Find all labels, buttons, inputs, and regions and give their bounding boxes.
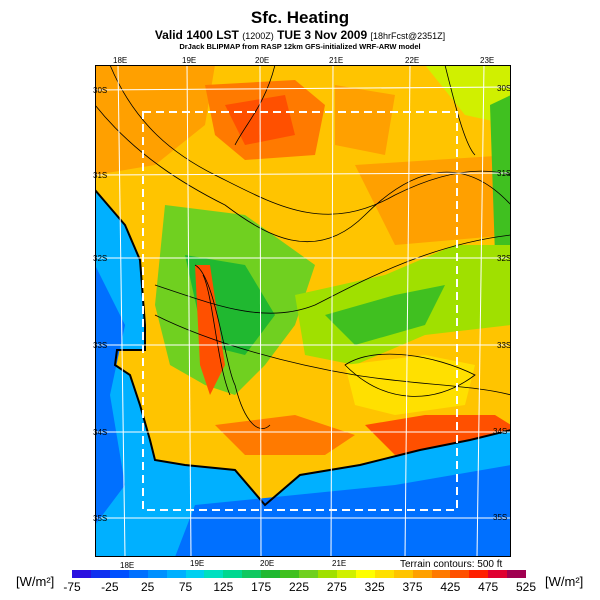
colorbar-swatch xyxy=(507,570,527,578)
lon-label: 20E xyxy=(260,559,275,568)
cool-patch xyxy=(325,285,445,345)
colorbar-tick-label: 375 xyxy=(402,580,423,594)
lat-label: 33S xyxy=(497,341,512,350)
lon-label: 23E xyxy=(480,56,495,65)
lon-label: 22E xyxy=(405,56,420,65)
heat-patch xyxy=(335,85,395,155)
colorbar-swatch xyxy=(299,570,318,578)
colorbar-swatch xyxy=(355,570,375,578)
map-subtitle: Valid 1400 LST (1200Z) TUE 3 Nov 2009 [1… xyxy=(0,28,600,42)
colorbar-swatch xyxy=(185,570,205,578)
heat-patch xyxy=(195,265,225,395)
heat-patch xyxy=(425,65,511,125)
lat-lon-grid xyxy=(95,65,511,557)
heat-patch xyxy=(365,415,511,455)
lat-label: 34S xyxy=(493,427,508,436)
colorbar-swatch xyxy=(242,570,262,578)
colorbar-swatch xyxy=(72,570,91,578)
colorbar-swatch xyxy=(166,570,186,578)
colorbar-tick-label: 175 xyxy=(251,580,272,594)
terrain-contours xyxy=(95,65,511,429)
colorbar-tick-label: 125 xyxy=(213,580,234,594)
colorbar-tick-label: 25 xyxy=(140,580,155,594)
colorbar-swatch xyxy=(336,570,356,578)
colorbar-swatch xyxy=(393,570,413,578)
colorbar-swatch xyxy=(469,570,489,578)
colorbar-tick-label: 275 xyxy=(326,580,347,594)
colorbar-tick-label: -75 xyxy=(63,580,81,594)
colorbar-tick-label: 525 xyxy=(515,580,537,594)
lon-label: 18E xyxy=(113,56,128,65)
ocean xyxy=(95,190,511,557)
lat-label: 30S xyxy=(497,84,512,93)
lon-label: 18E xyxy=(120,561,135,570)
model-credit: DrJack BLIPMAP from RASP 12km GFS-initia… xyxy=(179,42,421,51)
valid-date: TUE 3 Nov 2009 xyxy=(277,28,368,42)
lat-label: 35S xyxy=(93,514,108,523)
lat-label: 33S xyxy=(93,341,108,350)
lat-label: 32S xyxy=(497,254,512,263)
colorbar-swatch xyxy=(280,570,300,578)
colorbar-tick-label: -25 xyxy=(101,580,119,594)
lon-label: 21E xyxy=(329,56,344,65)
colorbar-tick-label: 225 xyxy=(288,580,310,594)
colorbar-swatch xyxy=(317,570,337,578)
inner-domain-box xyxy=(142,111,458,511)
colorbar-swatch xyxy=(431,570,451,578)
lon-label: 21E xyxy=(332,559,347,568)
map-title: Sfc. Heating xyxy=(250,8,350,27)
ocean-deep xyxy=(95,265,511,557)
lon-label: 19E xyxy=(182,56,197,65)
colorbar-swatch xyxy=(223,570,243,578)
lat-label: 32S xyxy=(93,254,108,263)
lat-label: 31S xyxy=(497,169,512,178)
colorbar-swatch xyxy=(412,570,432,578)
colorbar-swatch xyxy=(261,570,281,578)
lat-label: 35S xyxy=(493,513,508,522)
lon-label: 20E xyxy=(255,56,270,65)
colorbar-tick-label: 75 xyxy=(178,580,193,594)
colorbar-swatch xyxy=(109,570,129,578)
colorbar-swatch xyxy=(128,570,148,578)
forecast-info: [18hrFcst@2351Z] xyxy=(370,31,446,41)
colorbar-swatch xyxy=(374,570,394,578)
colorbar-swatch xyxy=(450,570,470,578)
colorbar xyxy=(72,570,527,578)
heat-patch xyxy=(215,415,355,455)
valid-time: Valid 1400 LST xyxy=(154,28,239,42)
colorbar-swatch xyxy=(204,570,224,578)
colorbar-swatch xyxy=(90,570,110,578)
colorbar-unit-right: [W/m²] xyxy=(545,574,584,589)
lat-label: 30S xyxy=(93,86,108,95)
lat-label: 34S xyxy=(93,428,108,437)
colorbar-swatch xyxy=(147,570,167,578)
colorbar-tick-label: 475 xyxy=(478,580,499,594)
heat-patch xyxy=(95,65,215,175)
heating-map xyxy=(95,65,511,557)
map-frame xyxy=(95,65,511,557)
utc-time: (1200Z) xyxy=(242,31,274,41)
colorbar-swatch xyxy=(488,570,508,578)
coastline xyxy=(95,189,511,507)
heat-patch xyxy=(355,155,511,245)
colorbar-tick-label: 325 xyxy=(364,580,385,594)
terrain-note: Terrain contours: 500 ft xyxy=(400,559,503,570)
lon-label: 19E xyxy=(190,559,205,568)
heat-patch xyxy=(490,95,511,265)
colorbar-unit-left: [W/m²] xyxy=(16,574,55,589)
heat-patch xyxy=(345,355,475,415)
lat-label: 31S xyxy=(93,171,108,180)
colorbar-tick-label: 425 xyxy=(440,580,461,594)
